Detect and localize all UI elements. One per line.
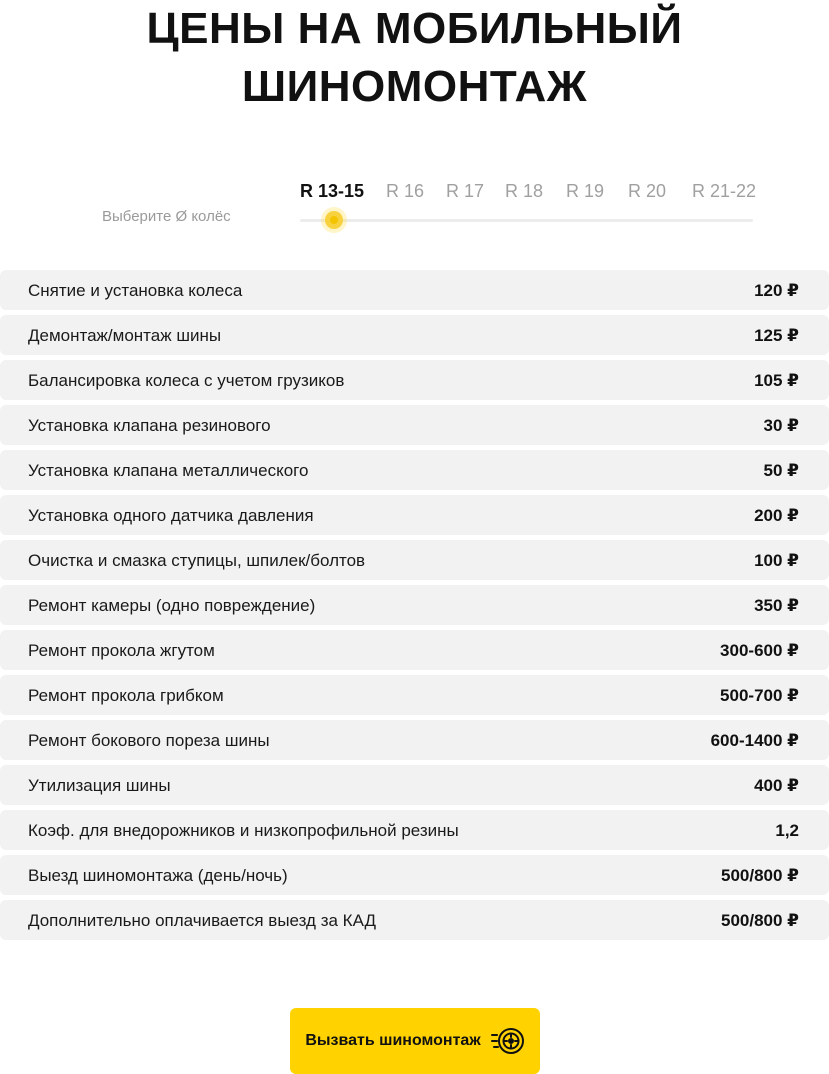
price-row: Выезд шиномонтажа (день/ночь) 500/800 ₽ [0, 855, 829, 895]
service-price: 105 ₽ [754, 371, 799, 390]
price-row: Установка одного датчика давления 200 ₽ [0, 495, 829, 535]
price-row: Утилизация шины 400 ₽ [0, 765, 829, 805]
service-name: Утилизация шины [28, 776, 171, 795]
service-price: 500/800 ₽ [720, 911, 799, 930]
price-row: Балансировка колеса с учетом грузиков 105… [0, 360, 829, 400]
tab-r16[interactable]: R 16 [385, 181, 425, 201]
service-price: 50 ₽ [763, 461, 799, 480]
price-row: Снятие и установка колеса 120 ₽ [0, 270, 829, 310]
price-list: Снятие и установка колеса 120 ₽ Демонтаж/м… [0, 270, 829, 945]
service-price: 500/800 ₽ [720, 866, 799, 885]
price-row: Очистка и смазка ступицы, шпилек/болтов 1… [0, 540, 829, 580]
price-row: Дополнительно оплачивается выезд за КАД 5… [0, 900, 829, 940]
service-name: Выезд шиномонтажа (день/ночь) [28, 866, 288, 885]
service-name: Балансировка колеса с учетом грузиков [28, 371, 345, 390]
price-row: Ремонт камеры (одно повреждение) 350 ₽ [0, 585, 829, 625]
service-name: Ремонт бокового пореза шины [28, 731, 270, 750]
tab-r21-22[interactable]: R 21-22 [691, 181, 757, 201]
service-name: Снятие и установка колеса [28, 281, 243, 300]
service-price: 100 ₽ [754, 551, 799, 570]
wheel-size-label: Выберите Ø колёс [102, 208, 231, 225]
service-price: 1,2 [775, 821, 799, 840]
service-name: Ремонт камеры (одно повреждение) [28, 596, 316, 615]
tab-r17[interactable]: R 17 [445, 181, 485, 201]
service-name: Очистка и смазка ступицы, шпилек/болтов [28, 551, 366, 570]
price-row: Установка клапана металлического 50 ₽ [0, 450, 829, 490]
service-name: Установка клапана резинового [28, 416, 271, 435]
wheel-size-tabs: R 13-15 R 16 R 17 R 18 R 19 R 20 R 21-22 [299, 181, 757, 205]
service-name: Установка одного датчика давления [28, 506, 314, 525]
tab-r18[interactable]: R 18 [504, 181, 544, 201]
service-name: Установка клапана металлического [28, 461, 309, 480]
tab-r13-15[interactable]: R 13-15 [299, 181, 365, 201]
price-row: Демонтаж/монтаж шины 125 ₽ [0, 315, 829, 355]
service-price: 350 ₽ [754, 596, 799, 615]
service-price: 120 ₽ [754, 281, 799, 300]
slider-thumb[interactable] [325, 211, 343, 229]
service-name: Дополнительно оплачивается выезд за КАД [28, 911, 376, 930]
service-price: 600-1400 ₽ [710, 731, 799, 750]
service-name: Ремонт прокола грибком [28, 686, 224, 705]
price-row: Ремонт бокового пореза шины 600-1400 ₽ [0, 720, 829, 760]
page-title: ЦЕНЫ НА МОБИЛЬНЫЙ ШИНОМОНТАЖ [0, 0, 829, 116]
page-title-line-2: ШИНОМОНТАЖ [241, 62, 588, 111]
service-price: 300-600 ₽ [720, 641, 799, 660]
price-row: Коэф. для внедорожников и низкопрофильно… [0, 810, 829, 850]
service-name: Демонтаж/монтаж шины [28, 326, 222, 345]
service-price: 400 ₽ [754, 776, 799, 795]
service-price: 500-700 ₽ [720, 686, 799, 705]
tab-r20[interactable]: R 20 [627, 181, 667, 201]
page-title-line-1: ЦЕНЫ НА МОБИЛЬНЫЙ [146, 4, 683, 53]
service-name: Коэф. для внедорожников и низкопрофильно… [28, 821, 459, 840]
speeding-wheel-icon [490, 1024, 525, 1058]
price-row: Ремонт прокола грибком 500-700 ₽ [0, 675, 829, 715]
service-price: 125 ₽ [754, 326, 799, 345]
slider-track[interactable] [300, 219, 753, 222]
wheel-size-selector: Выберите Ø колёс R 13-15 R 16 R 17 R 18 … [0, 170, 829, 240]
price-row: Установка клапана резинового 30 ₽ [0, 405, 829, 445]
call-tire-service-label: Вызвать шиномонтаж [305, 1032, 481, 1049]
service-price: 200 ₽ [754, 506, 799, 525]
tab-r19[interactable]: R 19 [565, 181, 605, 201]
price-row: Ремонт прокола жгутом 300-600 ₽ [0, 630, 829, 670]
call-tire-service-button[interactable]: Вызвать шиномонтаж [290, 1008, 540, 1074]
service-price: 30 ₽ [763, 416, 799, 435]
service-name: Ремонт прокола жгутом [28, 641, 215, 660]
